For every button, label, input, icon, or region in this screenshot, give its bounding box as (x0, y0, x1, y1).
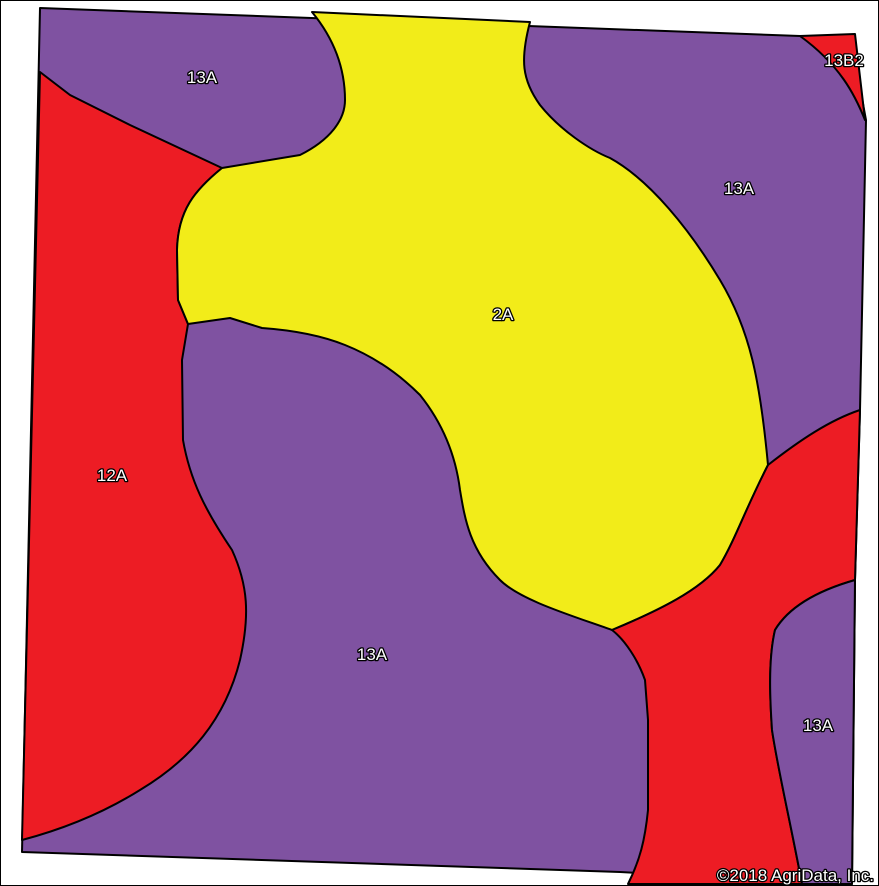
soil-polygon-13A-bottom-right[interactable] (769, 579, 856, 885)
label-13A-top: 13A (187, 68, 218, 87)
copyright-notice: ©2018 AgriData, Inc. (717, 866, 874, 885)
label-12A: 12A (97, 466, 128, 485)
label-2A: 2A (493, 305, 514, 324)
label-13A-bottom-right: 13A (803, 716, 834, 735)
label-13B2: 13B2 (824, 51, 864, 70)
soil-polygon-13B2[interactable] (799, 33, 866, 121)
soil-polygon-2A[interactable] (176, 11, 769, 631)
label-13A-center: 13A (357, 645, 388, 664)
label-13A-right: 13A (724, 179, 755, 198)
